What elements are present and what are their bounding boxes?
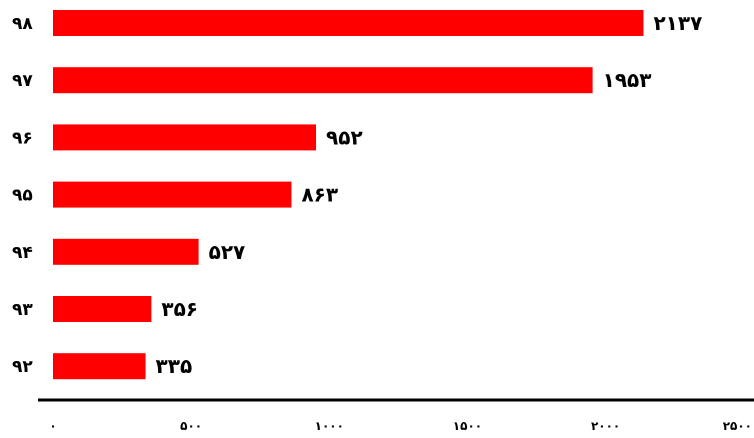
value-labels-group: ۲۱۳۷ ۱۹۵۳ ۹۵۲ ۸۶۳ ۵۲۷ ۳۵۶ ۳۳۵ <box>156 11 703 378</box>
category-label-2: ۹۶ <box>12 128 33 148</box>
bar-3 <box>53 181 292 208</box>
x-tick-label-4: ۲۰۰۰ <box>591 419 620 433</box>
x-tick-label-3: ۱۵۰۰ <box>453 419 482 433</box>
x-tick-label-1: ۵۰۰ <box>180 419 202 433</box>
value-label-6: ۳۳۵ <box>156 354 193 378</box>
category-label-3: ۹۵ <box>12 186 33 206</box>
bar-1 <box>53 67 593 94</box>
category-label-1: ۹۷ <box>12 71 33 91</box>
bar-5 <box>53 296 152 322</box>
value-label-4: ۵۲۷ <box>209 240 246 264</box>
value-label-3: ۸۶۳ <box>301 183 338 207</box>
bar-6 <box>53 353 146 380</box>
category-label-6: ۹۲ <box>12 357 33 377</box>
category-label-4: ۹۴ <box>12 243 33 263</box>
category-label-5: ۹۳ <box>12 300 33 320</box>
bars-group <box>53 10 644 380</box>
bar-0 <box>53 10 644 36</box>
value-label-0: ۲۱۳۷ <box>653 11 702 35</box>
value-label-5: ۳۵۶ <box>161 297 198 321</box>
x-tick-labels-group: ۰ ۵۰۰ ۱۰۰۰ ۱۵۰۰ ۲۰۰۰ ۲۵۰۰ <box>49 419 752 433</box>
x-tick-label-2: ۱۰۰۰ <box>315 419 344 433</box>
bar-4 <box>53 238 199 265</box>
value-label-2: ۹۵۲ <box>326 125 363 149</box>
bar-2 <box>53 124 317 151</box>
category-label-0: ۹۸ <box>12 14 33 34</box>
x-tick-label-0: ۰ <box>49 419 56 433</box>
value-label-1: ۱۹۵۳ <box>603 68 652 92</box>
x-tick-label-5: ۲۵۰۰ <box>723 419 752 433</box>
category-labels-group: ۹۸ ۹۷ ۹۶ ۹۵ ۹۴ ۹۳ ۹۲ <box>12 14 33 377</box>
